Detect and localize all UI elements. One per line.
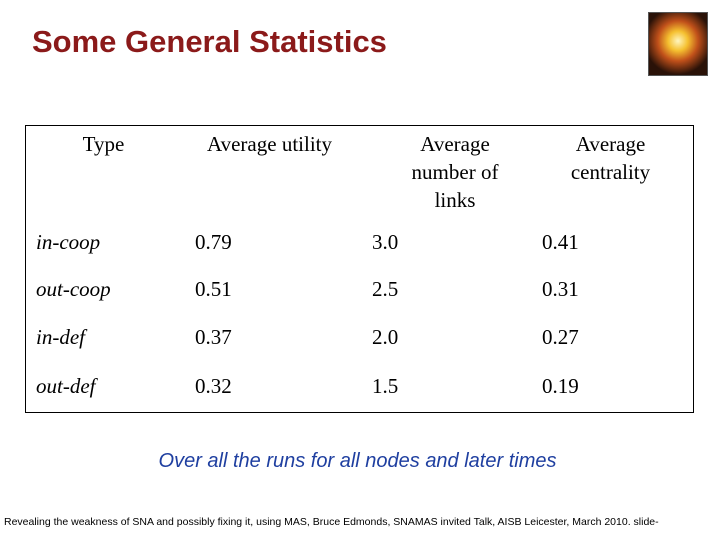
value-cell: 2.5 <box>372 277 399 301</box>
header-cell: Average centrality <box>570 132 651 184</box>
type-cell: in-coop <box>36 230 101 254</box>
header-cell: Type <box>82 132 125 156</box>
value-cell: 0.32 <box>195 374 232 398</box>
header-cell: Average utility <box>207 132 332 156</box>
value-cell: 0.37 <box>195 324 232 349</box>
footer: Revealing the weakness of SNA and possib… <box>4 516 659 528</box>
value-cell: 3.0 <box>372 230 399 254</box>
value-cell: 0.31 <box>542 277 579 301</box>
stats-table: Type Average utility Average number of lin… <box>25 125 694 413</box>
value-cell: 0.41 <box>542 230 579 254</box>
value-cell: 1.5 <box>372 374 399 398</box>
header-cell: Average number of links <box>411 132 499 212</box>
value-cell: 2.0 <box>372 324 399 349</box>
slide-title: Some General Statistics <box>32 24 387 59</box>
caption: Over all the runs for all nodes and late… <box>158 450 557 472</box>
value-cell: 0.51 <box>195 277 232 301</box>
type-cell: out-def <box>36 374 96 398</box>
logo <box>648 12 708 76</box>
type-cell: in-def <box>36 324 85 349</box>
value-cell: 0.19 <box>542 374 579 398</box>
value-cell: 0.27 <box>542 324 579 349</box>
type-cell: out-coop <box>36 277 111 301</box>
value-cell: 0.79 <box>195 230 232 254</box>
